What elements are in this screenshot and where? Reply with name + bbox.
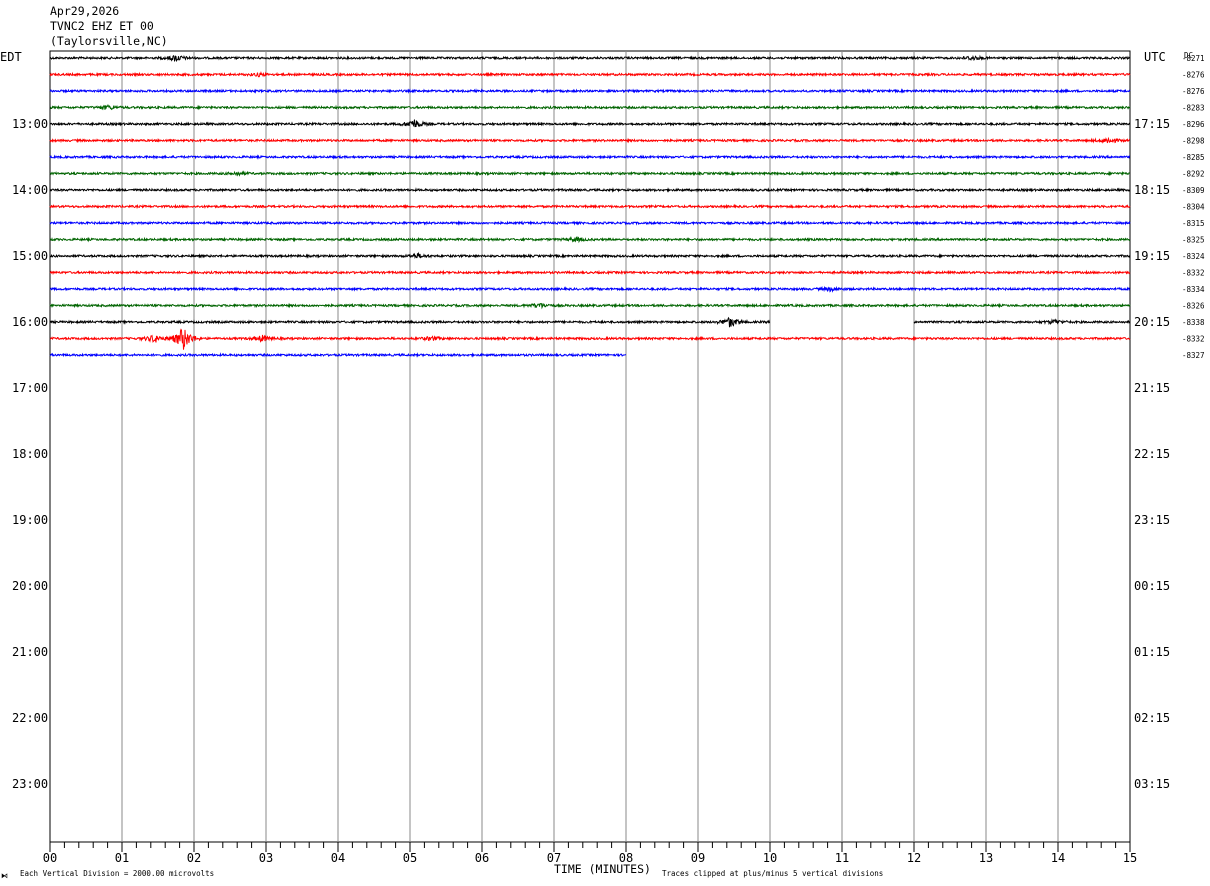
dc-offset-label: -8324 (1182, 252, 1205, 261)
seismic-trace-line (49, 269, 1131, 276)
seismic-trace-line (49, 104, 1131, 111)
x-tick-label: 12 (907, 851, 921, 865)
right-hour-label: 01:15 (1134, 645, 1170, 659)
seismic-trace-line (49, 316, 771, 328)
seismic-trace-line (49, 328, 1131, 350)
right-hour-label: 19:15 (1134, 249, 1170, 263)
right-hour-label: 00:15 (1134, 579, 1170, 593)
right-hour-label: 02:15 (1134, 711, 1170, 725)
left-hour-label: 23:00 (12, 777, 48, 791)
x-tick-label: 13 (979, 851, 993, 865)
left-hour-label: 19:00 (12, 513, 48, 527)
dc-offset-label: -8315 (1182, 219, 1205, 228)
seismic-trace-line (49, 203, 1131, 210)
dc-offset-label: -8325 (1182, 236, 1205, 245)
dc-offset-label: -8292 (1182, 170, 1205, 179)
seismic-trace-line (49, 119, 1131, 128)
seismic-trace-line (49, 251, 1131, 260)
header-location: (Taylorsville,NC) (50, 34, 168, 48)
x-tick-label: 04 (331, 851, 345, 865)
right-timezone-label: UTC (1144, 50, 1166, 64)
seismic-trace-line (49, 220, 1131, 226)
dc-offset-label: -8327 (1182, 351, 1205, 360)
dc-offset-label: -8276 (1182, 71, 1205, 80)
seismic-trace-line (49, 352, 627, 358)
left-hour-label: 16:00 (12, 315, 48, 329)
right-hour-label: 17:15 (1134, 117, 1170, 131)
seismic-trace-line (49, 302, 1131, 310)
x-tick-label: 14 (1051, 851, 1065, 865)
x-tick-label: 01 (115, 851, 129, 865)
seismic-trace-line (49, 285, 1131, 293)
x-tick-label: 00 (43, 851, 57, 865)
dc-offset-label: -8276 (1182, 87, 1205, 96)
seismic-trace-line (49, 154, 1131, 160)
x-tick-label: 10 (763, 851, 777, 865)
dc-offset-label: -8332 (1182, 335, 1205, 344)
left-timezone-label: EDT (0, 50, 22, 64)
left-hour-label: 15:00 (12, 249, 48, 263)
seismic-trace-line (49, 54, 1131, 63)
right-hour-label: 23:15 (1134, 513, 1170, 527)
x-axis-title: TIME (MINUTES) (554, 862, 651, 876)
clip-note: Traces clipped at plus/minus 5 vertical … (662, 869, 883, 878)
x-tick-label: 15 (1123, 851, 1137, 865)
dc-offset-label: -8326 (1182, 302, 1205, 311)
dc-offset-label: -8309 (1182, 186, 1205, 195)
left-hour-label: 18:00 (12, 447, 48, 461)
x-tick-label: 08 (619, 851, 633, 865)
scale-note: Each Vertical Division = 2000.00 microvo… (20, 869, 214, 878)
x-tick-label: 02 (187, 851, 201, 865)
right-hour-label: 21:15 (1134, 381, 1170, 395)
header-date: Apr29,2026 (50, 4, 120, 18)
left-hour-label: 13:00 (12, 117, 48, 131)
dc-offset-label: -8296 (1182, 120, 1205, 129)
dc-header-label: DC (1184, 51, 1193, 60)
corner-logo-mark: ⧑ (1, 872, 8, 880)
x-tick-label: 05 (403, 851, 417, 865)
seismic-trace-line (49, 187, 1131, 193)
dc-offset-label: -8298 (1182, 137, 1205, 146)
left-hour-label: 22:00 (12, 711, 48, 725)
dc-offset-label: -8304 (1182, 203, 1205, 212)
header-station: TVNC2 EHZ ET 00 (50, 19, 154, 33)
seismic-trace-line (49, 71, 1131, 78)
left-hour-label: 14:00 (12, 183, 48, 197)
plot-frame (49, 50, 1131, 843)
dc-offset-label: -8271 (1182, 54, 1205, 63)
x-tick-label: 03 (259, 851, 273, 865)
dc-offset-label: -8285 (1182, 153, 1205, 162)
right-hour-label: 03:15 (1134, 777, 1170, 791)
x-tick-label: 07 (547, 851, 561, 865)
seismic-trace-line (49, 136, 1131, 144)
seismic-trace-line (49, 170, 1131, 177)
right-hour-label: 22:15 (1134, 447, 1170, 461)
x-tick-label: 06 (475, 851, 489, 865)
seismic-trace-line (49, 235, 1131, 244)
seismic-trace-line (913, 318, 1131, 326)
left-hour-label: 17:00 (12, 381, 48, 395)
left-hour-label: 21:00 (12, 645, 48, 659)
dc-offset-label: -8332 (1182, 269, 1205, 278)
x-tick-label: 11 (835, 851, 849, 865)
right-hour-label: 20:15 (1134, 315, 1170, 329)
dc-offset-label: -8334 (1182, 285, 1205, 294)
left-hour-label: 20:00 (12, 579, 48, 593)
right-hour-label: 18:15 (1134, 183, 1170, 197)
seismic-trace-line (49, 88, 1131, 94)
x-tick-label: 09 (691, 851, 705, 865)
dc-offset-label: -8338 (1182, 318, 1205, 327)
dc-offset-label: -8283 (1182, 104, 1205, 113)
